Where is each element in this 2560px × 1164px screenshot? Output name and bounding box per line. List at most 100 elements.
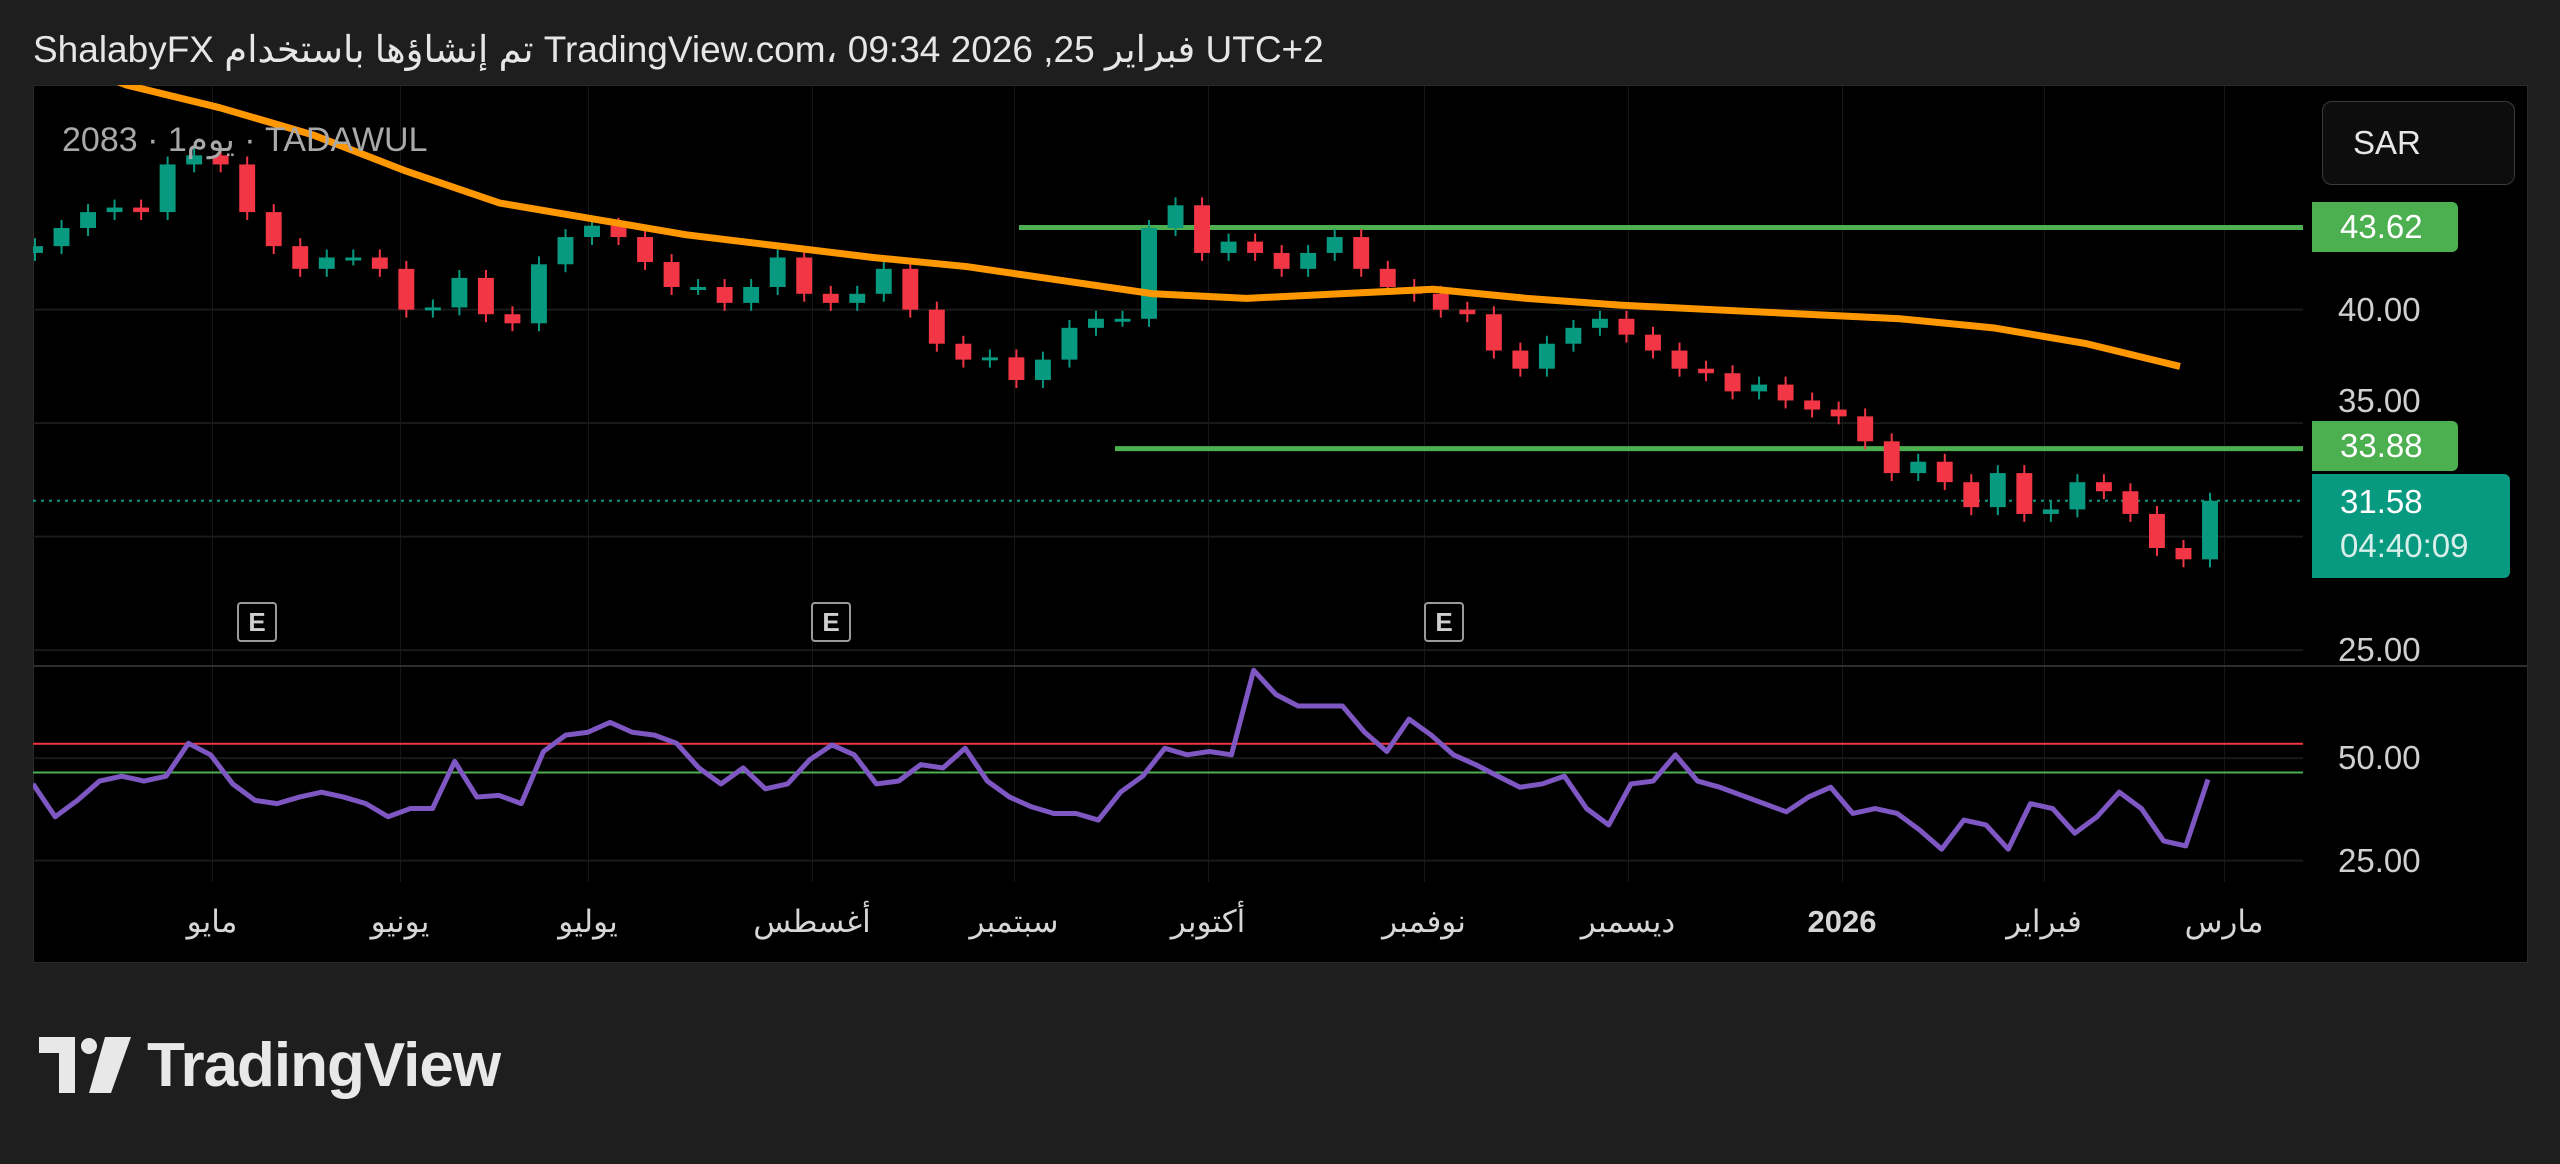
candle-body	[1300, 252, 1317, 269]
candle-body	[1247, 241, 1264, 253]
candle-body	[212, 155, 229, 165]
currency-button[interactable]: SAR	[2322, 101, 2515, 185]
candle-body	[1167, 205, 1184, 228]
pane-separator[interactable]	[34, 665, 2527, 667]
price-pane[interactable]	[33, 85, 2303, 666]
candle-body	[2069, 482, 2086, 510]
candle-body	[1830, 409, 1847, 417]
candle-body	[451, 277, 468, 308]
candle-body	[1777, 384, 1794, 401]
candle-body	[1857, 416, 1874, 442]
candle-body	[1008, 357, 1025, 381]
grid-line	[1014, 86, 1015, 882]
candle-body	[1194, 205, 1211, 253]
earnings-marker[interactable]: E	[1424, 602, 1464, 642]
candle-body	[1618, 318, 1635, 335]
grid-line	[812, 86, 813, 882]
moving-average-line	[116, 85, 2181, 370]
chart-panel[interactable]	[33, 85, 2528, 963]
time-label: فبراير	[2006, 904, 2082, 939]
candle-body	[1698, 368, 1714, 374]
candle-body	[1591, 318, 1608, 328]
candle-body	[1432, 293, 1449, 310]
candle-body	[902, 268, 919, 310]
candle-body	[2122, 491, 2139, 514]
candle-body	[2016, 473, 2033, 514]
candle-body	[1989, 473, 2006, 508]
price-tick-label: 40.00	[2338, 290, 2421, 328]
candle-body	[239, 164, 256, 213]
candle-body	[2175, 547, 2192, 560]
earnings-marker[interactable]: E	[237, 602, 277, 642]
grid-line	[2224, 86, 2225, 882]
candle-body	[1724, 373, 1741, 392]
candle-body	[1220, 241, 1237, 253]
symbol-legend: 2083 · 1يوم · TADAWUL	[62, 121, 428, 159]
candle-body	[1273, 252, 1290, 269]
candle-body	[1565, 327, 1582, 344]
time-label-year: 2026	[1807, 904, 1877, 939]
candle-body	[1459, 309, 1476, 315]
candle-body	[1538, 343, 1555, 369]
candle-body	[1034, 359, 1051, 381]
grid-line	[212, 86, 213, 882]
candle-body	[477, 277, 494, 315]
time-label: يوليو	[558, 904, 618, 939]
candle-body	[531, 264, 547, 324]
candle-body	[690, 286, 707, 290]
candle-body	[53, 227, 70, 247]
rsi-tick-label: 25.00	[2338, 841, 2421, 879]
price-tick-label: 25.00	[2338, 631, 2421, 669]
candle-body	[1804, 400, 1821, 410]
candle-body	[2202, 500, 2218, 560]
rsi-line	[33, 667, 2211, 852]
time-label: مايو	[186, 904, 238, 939]
tradingview-logo-text: TradingView	[147, 1030, 501, 1100]
candle-body	[318, 257, 335, 269]
time-label: نوفمبر	[1382, 904, 1466, 939]
candle-body	[504, 314, 521, 324]
candle-body	[716, 286, 733, 303]
candle-body	[875, 268, 892, 294]
candle-body	[186, 155, 203, 165]
time-label: أغسطس	[753, 904, 871, 939]
candle-body	[1512, 350, 1529, 369]
candle-body	[637, 237, 654, 263]
level-label-upper: 43.62	[2312, 202, 2458, 252]
time-label: ديسمبر	[1580, 904, 1676, 939]
candle-body	[1061, 327, 1078, 360]
candle-body	[1485, 314, 1502, 351]
candle-body	[2148, 513, 2165, 548]
candle-body	[1141, 227, 1157, 319]
candle-body	[557, 237, 574, 265]
candle-body	[1088, 318, 1104, 328]
grid-line	[1628, 86, 1629, 882]
candle-body	[955, 343, 972, 360]
grid-line	[1208, 86, 1209, 882]
grid-line	[1842, 86, 1843, 882]
rsi-pane[interactable]	[33, 667, 2303, 882]
candle-body	[1326, 237, 1343, 253]
tradingview-logo-icon	[39, 1037, 131, 1093]
candle-body	[424, 307, 441, 311]
candle-body	[743, 286, 760, 303]
candle-body	[1751, 384, 1768, 392]
candle-body	[1379, 268, 1396, 287]
candle-body	[1353, 237, 1370, 269]
rsi-axis[interactable]: 50.00 25.00	[2304, 667, 2527, 882]
candle-body	[822, 293, 839, 303]
candle-body	[584, 225, 600, 238]
candle-body	[2042, 509, 2059, 514]
grid-line	[1424, 86, 1425, 882]
time-label: يونيو	[370, 904, 430, 939]
candle-body	[133, 207, 150, 213]
level-label-lower: 33.88	[2312, 421, 2458, 471]
candle-body	[106, 207, 123, 213]
time-label: سبتمبر	[969, 904, 1059, 939]
candle-body	[2095, 482, 2112, 492]
grid-line	[588, 86, 589, 882]
time-label: أكتوبر	[1170, 904, 1246, 939]
earnings-marker[interactable]: E	[811, 602, 851, 642]
tradingview-logo[interactable]: TradingView	[39, 1030, 501, 1100]
candle-body	[1883, 441, 1900, 474]
